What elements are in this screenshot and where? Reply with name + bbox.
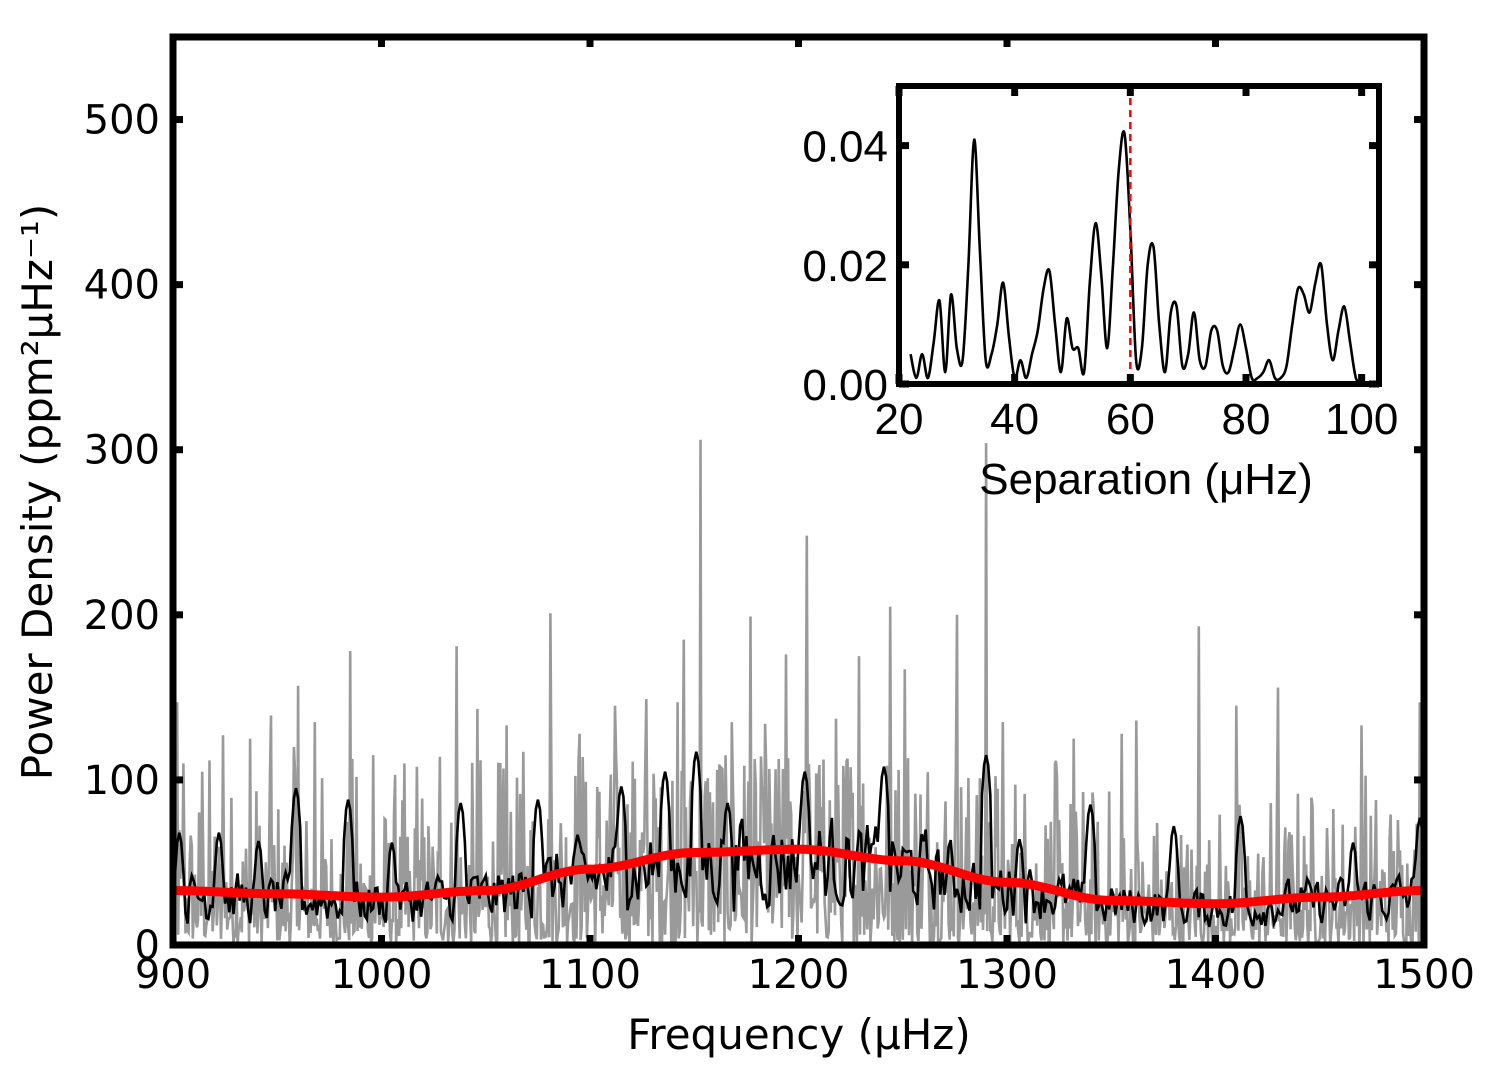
main-y-tick-label: 0 (135, 923, 160, 969)
main-y-tick-label: 400 (84, 263, 160, 309)
inset-x-tick-label: 80 (1222, 395, 1271, 444)
main-x-tick-label: 1500 (1373, 952, 1475, 998)
main-x-tick-label: 1300 (956, 952, 1058, 998)
main-y-axis-title: Power Density (ppm²μHz⁻¹) (13, 204, 62, 781)
inset-y-tick-label: 0.02 (802, 242, 888, 291)
inset-y-tick-label: 0.00 (802, 361, 888, 410)
inset-x-tick-labels: 20 40 60 80 100 (875, 395, 1399, 444)
inset-series-group (909, 86, 1363, 384)
raw-spectrum-line (173, 439, 1424, 945)
main-y-tick-labels: 0 100 200 300 400 500 (84, 98, 160, 969)
inset-x-axis-title: Separation (μHz) (979, 455, 1312, 504)
inset-x-tick-label: 40 (990, 395, 1039, 444)
inset-x-tick-label: 60 (1106, 395, 1155, 444)
background-fit-line (173, 844, 1424, 909)
main-y-tick-label: 200 (84, 593, 160, 639)
inset-ticks (895, 86, 1379, 388)
inset-y-tick-labels: 0.00 0.02 0.04 (802, 123, 888, 410)
inset-x-tick-label: 20 (875, 395, 924, 444)
inset-spectrum-line (909, 130, 1363, 384)
main-x-tick-label: 1000 (331, 952, 433, 998)
inset-plot: 20 40 60 80 100 0.00 0.02 0.04 Separation (μHz… (802, 83, 1399, 504)
main-x-tick-labels: 900 1000 1100 1200 1300 1400 1500 (135, 952, 1475, 998)
main-series-group (173, 439, 1424, 945)
main-x-tick-label: 1100 (539, 952, 641, 998)
main-ticks (169, 37, 1428, 949)
main-x-tick-label: 900 (135, 952, 211, 998)
inset-x-tick-label: 100 (1325, 395, 1398, 444)
main-y-tick-label: 300 (84, 428, 160, 474)
inset-axes-frame (896, 83, 1382, 387)
main-plot: 900 1000 1100 1200 1300 1400 1500 0 100 200 300 40… (13, 33, 1475, 1059)
main-y-tick-label: 100 (84, 758, 160, 804)
inset-background (899, 86, 1379, 384)
main-x-tick-label: 1200 (748, 952, 850, 998)
main-y-tick-label: 500 (84, 98, 160, 144)
inset-y-tick-label: 0.04 (802, 123, 888, 172)
main-x-tick-label: 1400 (1165, 952, 1267, 998)
main-x-axis-title: Frequency (μHz) (627, 1010, 970, 1059)
